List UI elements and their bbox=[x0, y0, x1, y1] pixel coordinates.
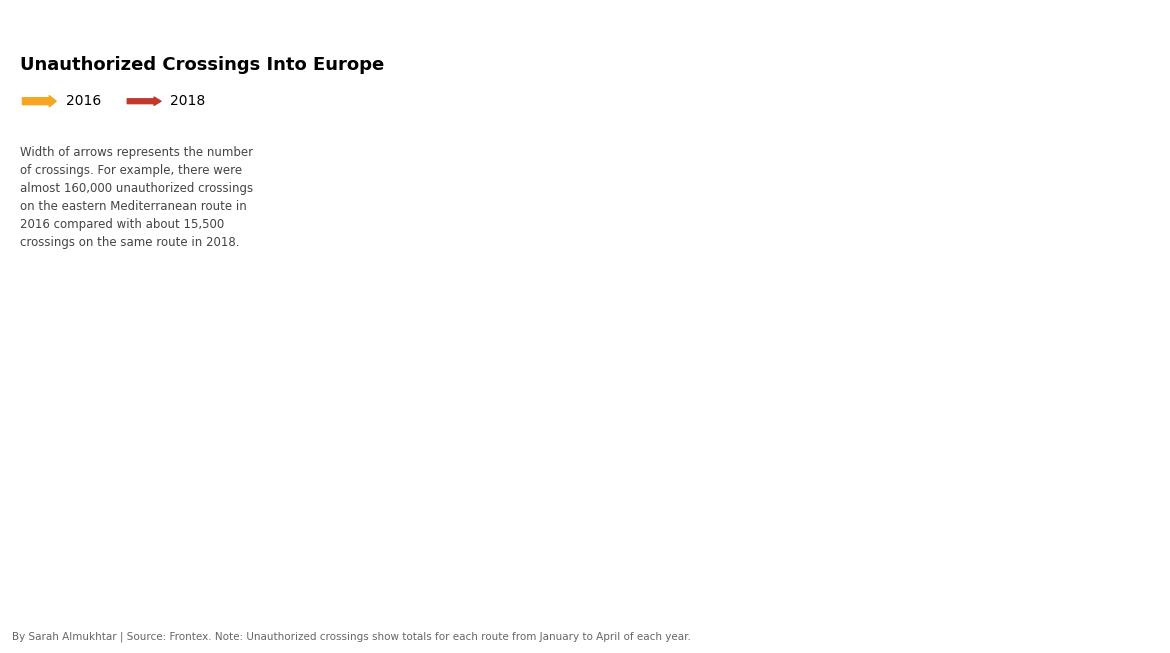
Text: Width of arrows represents the number
of crossings. For example, there were
almo: Width of arrows represents the number of… bbox=[20, 146, 253, 249]
Text: 2018: 2018 bbox=[171, 94, 206, 108]
FancyBboxPatch shape bbox=[0, 26, 328, 627]
Text: By Sarah Almukhtar | Source: Frontex. Note: Unauthorized crossings show totals f: By Sarah Almukhtar | Source: Frontex. No… bbox=[12, 631, 690, 642]
Text: Unauthorized Crossings Into Europe: Unauthorized Crossings Into Europe bbox=[20, 56, 384, 74]
Text: 2016: 2016 bbox=[66, 94, 101, 108]
